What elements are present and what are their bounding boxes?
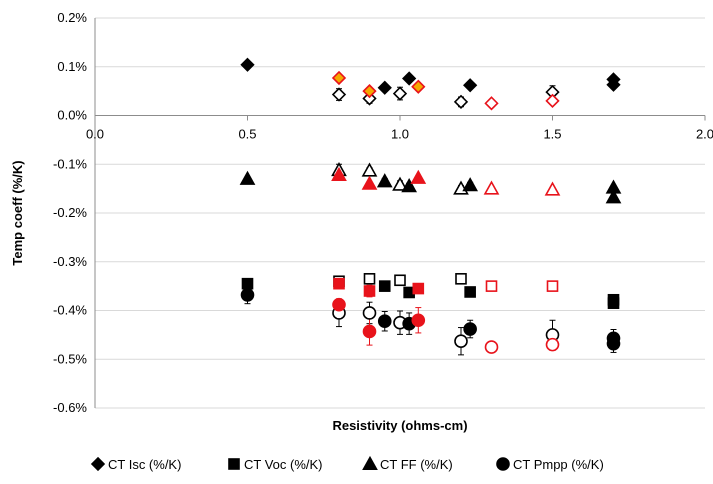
legend-label: CT Isc (%/K) bbox=[108, 457, 181, 472]
legend-diamond-icon bbox=[90, 456, 106, 472]
y-axis-title: Temp coeff (%/K) bbox=[10, 160, 25, 265]
triangle-data-point bbox=[361, 175, 378, 190]
circle-data-point bbox=[377, 314, 392, 329]
circle-data-point bbox=[411, 313, 426, 328]
square-data-point bbox=[378, 280, 391, 292]
diamond-data-point bbox=[392, 86, 408, 101]
circle-data-point bbox=[332, 297, 346, 312]
circle-data-point bbox=[484, 340, 499, 354]
y-tick-label: 0.0% bbox=[57, 108, 87, 123]
legend-label: CT Pmpp (%/K) bbox=[513, 457, 604, 472]
y-tick-label: -0.4% bbox=[53, 303, 87, 318]
y-tick-labels: 0.2% 0.1% 0.0% -0.1% -0.2% -0.3% -0.4% -0.5% -0.… bbox=[53, 10, 87, 415]
square-data-point bbox=[607, 297, 620, 309]
triangle-data-point bbox=[483, 180, 500, 195]
y-tick-label: 0.2% bbox=[57, 10, 87, 25]
y-tick-label: -0.3% bbox=[53, 254, 87, 269]
diamond-data-point bbox=[545, 93, 560, 109]
diamond-data-point bbox=[484, 96, 499, 111]
legend-triangle-icon bbox=[362, 455, 378, 471]
x-tick-label: 2.0 bbox=[696, 127, 713, 142]
triangle-data-point bbox=[462, 177, 479, 192]
circle-data-point bbox=[240, 288, 255, 302]
legend-label: CT Voc (%/K) bbox=[244, 457, 323, 472]
x-tick-label: 0.0 bbox=[86, 127, 104, 142]
square-data-point bbox=[363, 273, 376, 285]
diamond-data-point bbox=[402, 71, 417, 86]
square-data-point bbox=[363, 285, 376, 297]
triangle-data-point bbox=[544, 181, 561, 196]
diamond-data-point bbox=[377, 80, 392, 95]
square-data-point bbox=[333, 277, 345, 290]
y-tick-label: -0.6% bbox=[53, 400, 87, 415]
square-data-point bbox=[412, 282, 425, 295]
y-tick-label: -0.5% bbox=[53, 351, 87, 366]
x-axis-title: Resistivity (ohms-cm) bbox=[332, 418, 467, 433]
square-data-point bbox=[455, 273, 467, 285]
y-tick-label: -0.1% bbox=[53, 156, 87, 171]
diamond-data-point bbox=[331, 70, 347, 86]
triangle-data-point bbox=[376, 173, 393, 188]
circle-data-point bbox=[454, 334, 468, 349]
circle-data-point bbox=[463, 322, 477, 336]
square-data-point bbox=[241, 277, 254, 290]
data-points bbox=[239, 57, 622, 354]
circle-data-point bbox=[545, 337, 560, 352]
legend-label: CT FF (%/K) bbox=[380, 457, 453, 472]
y-tick-label: 0.1% bbox=[57, 59, 87, 74]
diamond-data-point bbox=[463, 78, 478, 93]
x-tick-label: 1.5 bbox=[543, 127, 561, 142]
square-data-point bbox=[546, 280, 559, 292]
circle-data-point bbox=[606, 336, 621, 351]
triangle-data-point bbox=[401, 178, 418, 193]
square-data-point bbox=[485, 280, 498, 292]
x-tick-label: 1.0 bbox=[391, 127, 409, 142]
triangle-data-point bbox=[392, 176, 408, 191]
circle-data-point bbox=[362, 324, 377, 339]
diamond-data-point bbox=[606, 77, 621, 92]
legend-circle-icon bbox=[496, 457, 510, 471]
square-data-point bbox=[394, 274, 406, 287]
diamond-data-point bbox=[331, 87, 347, 102]
x-tick-labels: 0.0 0.5 1.0 1.5 2.0 bbox=[86, 127, 713, 142]
axes bbox=[94, 18, 706, 408]
diamond-data-point bbox=[362, 83, 377, 99]
diamond-data-point bbox=[453, 94, 469, 109]
triangle-data-point bbox=[239, 170, 256, 185]
y-tick-label: -0.2% bbox=[53, 205, 87, 220]
legend-square-icon bbox=[228, 458, 240, 470]
x-tick-label: 0.5 bbox=[238, 127, 256, 142]
triangle-data-point bbox=[331, 166, 347, 181]
diamond-data-point bbox=[240, 57, 255, 72]
triangle-data-point bbox=[410, 169, 427, 184]
triangle-data-point bbox=[605, 189, 622, 204]
circle-data-point bbox=[362, 306, 377, 320]
legend: CT Isc (%/K) CT Voc (%/K) CT FF (%/K) CT Pm… bbox=[90, 455, 604, 472]
square-data-point bbox=[464, 286, 476, 298]
diamond-data-point bbox=[362, 91, 377, 106]
diamond-data-point bbox=[411, 79, 426, 94]
